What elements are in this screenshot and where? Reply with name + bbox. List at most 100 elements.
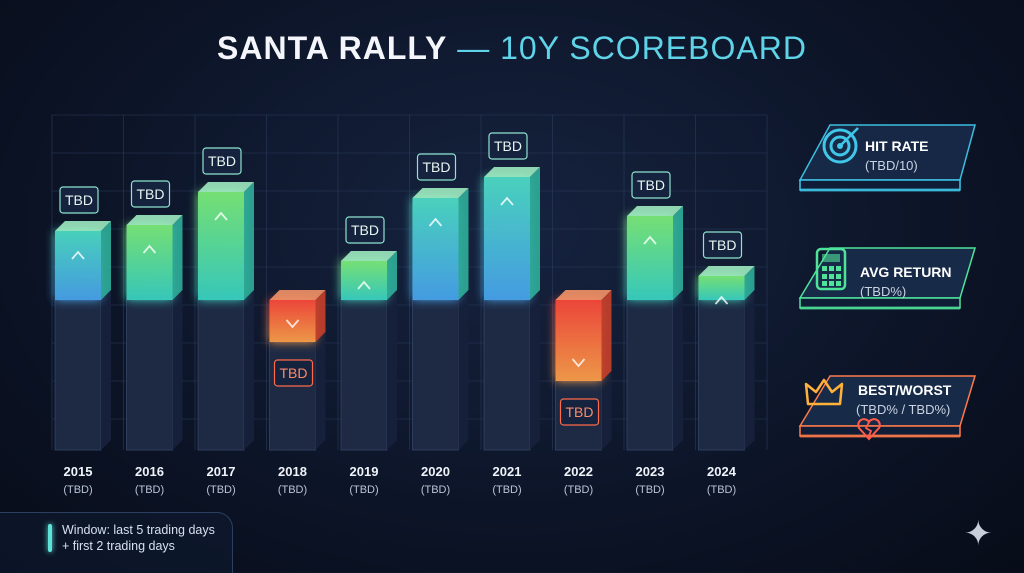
up-arrow-icon: [214, 211, 228, 221]
up-arrow-icon: [428, 217, 443, 227]
bar-pillar-side: [458, 290, 469, 450]
bar-pillar-side: [387, 290, 397, 450]
bar-pillar-side: [744, 290, 755, 450]
x-tick-2021: 2021: [493, 464, 522, 479]
value-label-box: [59, 186, 99, 214]
bar-group-2018: TBD: [269, 290, 326, 451]
bar-2022: [555, 300, 602, 381]
legend-line-1: Window: last 5 trading days: [62, 523, 215, 537]
bar-pillar: [54, 299, 102, 451]
legend-text: Window: last 5 trading days + first 2 tr…: [62, 522, 215, 554]
bar-pillar-side: [530, 290, 540, 450]
value-label-box: [416, 153, 457, 181]
stat-value-best-worst: (TBD% / TBD%): [856, 402, 951, 417]
target-icon: [822, 127, 859, 164]
bar-pillar-side: [244, 290, 254, 450]
bar-pillar-side: [673, 290, 683, 450]
value-label-box: [702, 231, 743, 259]
bar-side-face: [673, 206, 683, 300]
up-arrow-icon: [500, 196, 514, 206]
bar-group-2017: TBD: [197, 147, 254, 451]
bar-group-2015: TBD: [54, 186, 111, 451]
bar-pillar-side: [172, 290, 183, 450]
bar-pillar-side: [601, 371, 612, 450]
x-sublabel-2022: (TBD): [564, 484, 593, 496]
x-sublabel-2020: (TBD): [421, 484, 450, 496]
crown-icon: [804, 378, 844, 406]
value-label-2023: TBD: [637, 177, 665, 193]
bar-top-face: [341, 251, 397, 261]
title-main: SANTA RALLY: [217, 30, 448, 66]
bar-pillar-side: [101, 290, 111, 450]
stat-card-hit-rate: HIT RATE (TBD/10): [790, 110, 980, 215]
bar-2019: [341, 261, 387, 300]
bar-pillar-side: [315, 332, 326, 450]
bar-pillar: [269, 341, 316, 451]
bar-side-face: [530, 167, 540, 300]
value-label-box: [345, 216, 385, 244]
bar-side-face: [172, 215, 183, 300]
value-label-box: [631, 171, 671, 199]
value-label-2018: TBD: [280, 365, 308, 381]
value-label-box: [273, 359, 314, 387]
bar-pillar: [412, 299, 459, 451]
sparkle-icon: ✦: [964, 515, 993, 553]
up-arrow-icon: [357, 280, 371, 290]
x-sublabel-2024: (TBD): [707, 484, 736, 496]
x-tick-2017: 2017: [207, 464, 236, 479]
bar-side-face: [101, 221, 111, 300]
title-sub: 10Y SCOREBOARD: [500, 30, 807, 66]
value-label-2022: TBD: [566, 404, 594, 420]
bar-group-2024: TBD: [698, 231, 755, 451]
bar-2021: [484, 177, 530, 300]
x-tick-2020: 2020: [421, 464, 450, 479]
stat-card-best-worst-shape: [798, 375, 977, 438]
stat-label-avg-return: AVG RETURN: [860, 264, 952, 280]
value-label-box: [559, 398, 600, 426]
legend-line-2: + first 2 trading days: [62, 539, 175, 553]
down-arrow-icon: [285, 319, 300, 329]
x-tick-2016: 2016: [135, 464, 164, 479]
bar-side-face: [458, 188, 469, 300]
x-sublabel-2018: (TBD): [278, 484, 307, 496]
bar-pillar: [483, 299, 531, 451]
bar-2020: [412, 198, 459, 300]
bars-layer: TBD TBD TBD TBD TBD TBD TBD TBD TBD TBD: [54, 132, 755, 451]
bar-pillar: [197, 299, 245, 451]
x-sublabel-2015: (TBD): [63, 484, 92, 496]
bar-2015: [55, 231, 101, 300]
stat-label-hit-rate: HIT RATE: [865, 138, 929, 154]
bar-top-face: [412, 188, 469, 198]
x-sublabel-2016: (TBD): [135, 484, 164, 496]
x-sublabel-2021: (TBD): [492, 484, 521, 496]
x-labels-layer: 2015 (TBD) 2016 (TBD) 2017 (TBD) 2018 (TBD) 2019…: [63, 464, 736, 496]
bar-side-face: [244, 182, 254, 300]
value-label-2021: TBD: [494, 138, 522, 154]
bar-top-face: [55, 221, 111, 231]
bar-pillar: [626, 299, 674, 451]
bar-side-face: [315, 290, 326, 342]
bar-2016: [126, 225, 173, 300]
calculator-icon: [815, 247, 847, 291]
value-label-2015: TBD: [65, 192, 93, 208]
title-dash: —: [447, 30, 501, 66]
bar-pillar: [126, 299, 173, 451]
stat-label-best-worst: BEST/WORST: [858, 382, 952, 398]
x-sublabel-2023: (TBD): [635, 484, 664, 496]
x-tick-2022: 2022: [564, 464, 593, 479]
bar-top-face: [698, 266, 755, 276]
value-label-2024: TBD: [709, 237, 737, 253]
x-tick-2024: 2024: [707, 464, 737, 479]
bar-pillar: [698, 299, 745, 451]
value-label-box: [202, 147, 242, 175]
value-label-2017: TBD: [208, 153, 236, 169]
bar-side-face: [601, 290, 612, 381]
x-tick-2018: 2018: [278, 464, 307, 479]
bar-top-face: [555, 290, 612, 300]
x-tick-2019: 2019: [350, 464, 379, 479]
value-label-2019: TBD: [351, 222, 379, 238]
stat-value-avg-return: (TBD%): [860, 284, 907, 299]
bar-top-face: [484, 167, 540, 177]
bar-top-face: [198, 182, 254, 192]
bar-group-2016: TBD: [126, 180, 183, 451]
